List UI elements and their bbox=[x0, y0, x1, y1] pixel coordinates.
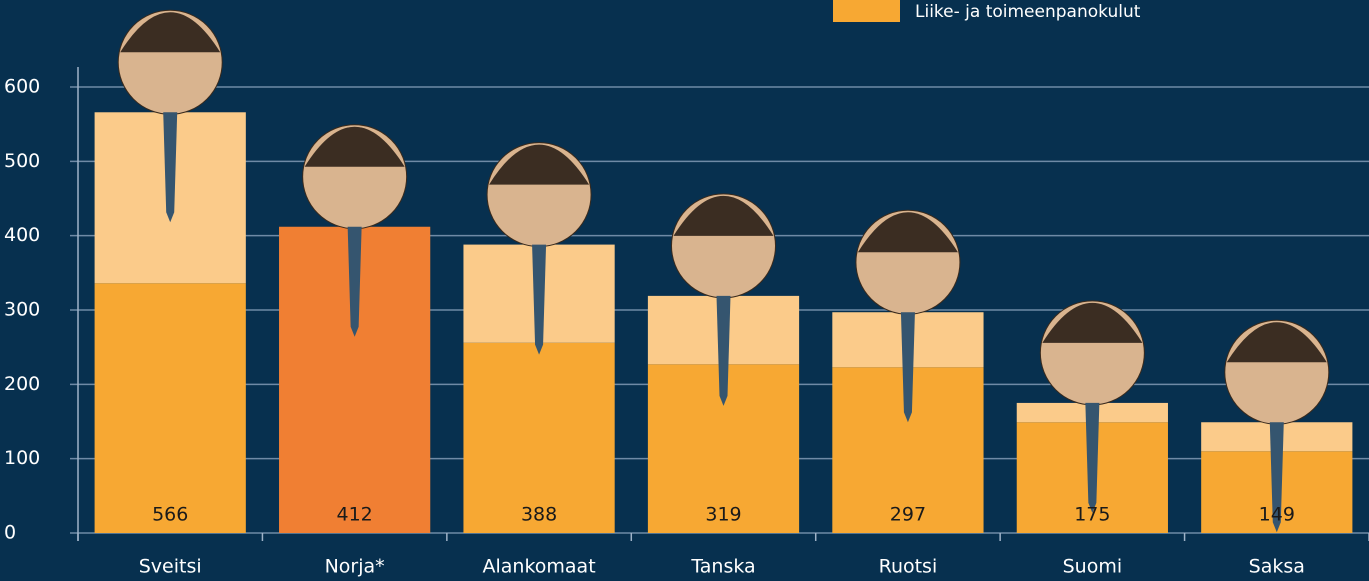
x-tick-label: Saksa bbox=[1249, 556, 1305, 578]
x-tick-label: Sveitsi bbox=[139, 556, 202, 578]
bar-segment bbox=[95, 283, 246, 533]
total-label: 175 bbox=[1074, 504, 1110, 526]
total-label: 566 bbox=[152, 504, 188, 526]
y-tick-label: 100 bbox=[4, 447, 40, 469]
x-tick-label: Suomi bbox=[1063, 556, 1123, 578]
figure-hair bbox=[1042, 303, 1142, 343]
y-tick-label: 0 bbox=[4, 522, 16, 544]
figure-hair bbox=[120, 12, 220, 52]
legend-label: Liike- ja toimeenpanokulut bbox=[915, 2, 1141, 22]
figure-hair bbox=[489, 145, 589, 185]
x-tick-label: Alankomaat bbox=[482, 556, 595, 578]
y-tick-label: 200 bbox=[4, 373, 40, 395]
x-tick-label: Tanska bbox=[690, 556, 755, 578]
total-label: 149 bbox=[1259, 504, 1295, 526]
total-label: 319 bbox=[705, 504, 741, 526]
y-tick-label: 300 bbox=[4, 299, 40, 321]
y-tick-label: 500 bbox=[4, 150, 40, 172]
chart: 0 100 200 300 400 500 600 566 Sveitsi 412 Norja* 38… bbox=[0, 0, 1369, 581]
x-tick-label: Ruotsi bbox=[879, 556, 938, 578]
total-label: 412 bbox=[337, 504, 373, 526]
y-tick-label: 600 bbox=[4, 76, 40, 98]
figure-hair bbox=[674, 196, 774, 236]
figure-hair bbox=[1227, 322, 1327, 362]
x-tick-label: Norja* bbox=[325, 556, 385, 578]
total-label: 388 bbox=[521, 504, 557, 526]
legend-swatch bbox=[833, 0, 900, 22]
y-tick-label: 400 bbox=[4, 224, 40, 246]
figure-hair bbox=[305, 127, 405, 167]
total-label: 297 bbox=[890, 504, 926, 526]
page: {"chart_data": {"type": "bar", "stacked"… bbox=[0, 0, 1369, 581]
figure-hair bbox=[858, 212, 958, 252]
